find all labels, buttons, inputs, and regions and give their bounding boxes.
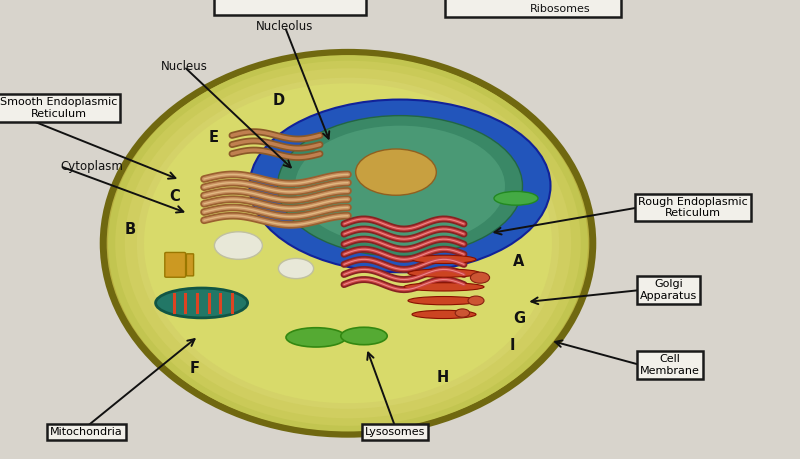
Text: E: E: [209, 130, 218, 145]
Text: H: H: [436, 370, 449, 385]
FancyBboxPatch shape: [445, 0, 621, 17]
Ellipse shape: [408, 269, 480, 277]
Ellipse shape: [286, 328, 346, 347]
FancyBboxPatch shape: [186, 254, 194, 276]
Circle shape: [455, 309, 470, 317]
Ellipse shape: [115, 61, 581, 426]
Ellipse shape: [412, 310, 476, 319]
Ellipse shape: [125, 68, 571, 418]
Text: Nucleolus: Nucleolus: [256, 20, 314, 33]
Ellipse shape: [404, 283, 484, 291]
Text: G: G: [513, 311, 526, 325]
Text: Ribosomes: Ribosomes: [530, 4, 590, 14]
Text: B: B: [125, 222, 136, 237]
Circle shape: [468, 296, 484, 305]
Text: Cell
Membrane: Cell Membrane: [640, 354, 700, 376]
Text: D: D: [272, 93, 285, 107]
Ellipse shape: [278, 116, 522, 256]
Text: Lysosomes: Lysosomes: [365, 427, 426, 437]
Ellipse shape: [137, 78, 559, 409]
Ellipse shape: [103, 52, 593, 434]
Ellipse shape: [494, 191, 538, 205]
Text: Smooth Endoplasmic
Reticulum: Smooth Endoplasmic Reticulum: [0, 97, 118, 119]
Text: I: I: [510, 338, 515, 353]
Ellipse shape: [356, 149, 436, 195]
Ellipse shape: [144, 83, 552, 403]
Circle shape: [214, 232, 262, 259]
FancyBboxPatch shape: [214, 0, 366, 15]
Text: Cytoplasm: Cytoplasm: [60, 160, 123, 173]
Ellipse shape: [155, 288, 248, 318]
Text: Mitochondria: Mitochondria: [50, 427, 122, 437]
Text: A: A: [513, 254, 524, 269]
Ellipse shape: [341, 327, 387, 345]
Ellipse shape: [412, 255, 476, 263]
Ellipse shape: [108, 55, 588, 431]
FancyBboxPatch shape: [165, 252, 186, 277]
Text: Rough Endoplasmic
Reticulum: Rough Endoplasmic Reticulum: [638, 196, 748, 218]
Text: C: C: [169, 189, 180, 204]
Ellipse shape: [408, 297, 480, 305]
Text: Golgi
Apparatus: Golgi Apparatus: [640, 279, 698, 301]
Ellipse shape: [250, 100, 550, 272]
Text: F: F: [190, 361, 199, 375]
Ellipse shape: [295, 126, 505, 246]
Text: Nucleus: Nucleus: [161, 60, 207, 73]
Circle shape: [470, 272, 490, 283]
Circle shape: [278, 258, 314, 279]
